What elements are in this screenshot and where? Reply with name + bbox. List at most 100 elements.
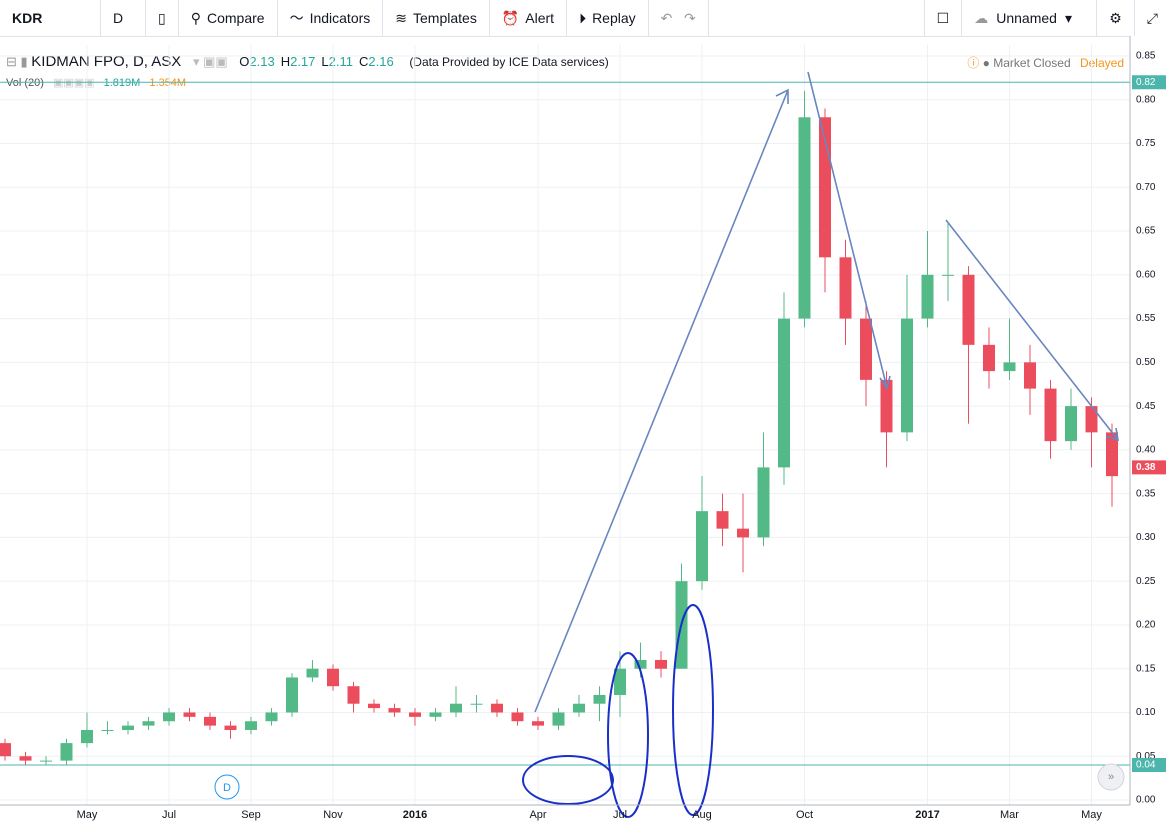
x-tick-label: Mar (1000, 809, 1019, 821)
candle-body (1044, 388, 1057, 442)
ohlc-key: O (239, 54, 250, 69)
ohlc-value: 2.16 (368, 54, 394, 69)
candle-body (19, 756, 32, 761)
y-tick-label: 0.25 (1136, 576, 1156, 587)
y-tick-label: 0.45 (1136, 401, 1156, 412)
candle-body (101, 729, 114, 731)
candle-body (983, 344, 995, 372)
ohlc-value: 2.13 (249, 54, 275, 69)
x-tick-label: May (1081, 809, 1102, 821)
x-tick-label: Jul (613, 809, 627, 821)
candle-body (60, 743, 73, 761)
dividend-marker[interactable] (214, 774, 240, 800)
y-tick-label: 0.60 (1136, 269, 1156, 280)
scroll-icon: » (1108, 771, 1114, 783)
undo-redo[interactable]: ↶ ↷ (649, 0, 709, 36)
y-tick-label: 0.70 (1136, 182, 1156, 193)
x-tick-label: 2017 (915, 809, 939, 821)
candle-body (0, 743, 11, 757)
annotations: » (214, 71, 1125, 818)
ohlc-value: 2.17 (290, 54, 316, 69)
settings[interactable]: ⚙ (1097, 0, 1135, 36)
price-tag-label: 0.82 (1136, 77, 1156, 88)
ohlc-key: C (358, 54, 369, 69)
candle-body (491, 703, 503, 713)
candle-body (634, 659, 647, 669)
candle-body (901, 318, 913, 433)
y-tick-label: 0.05 (1136, 751, 1156, 762)
legend: ⊟ ▮ KIDMAN FPO, D, ASX ▾ ▣▣ O2.13 H2.17 L2… (6, 53, 609, 70)
y-tick-label: 0.40 (1136, 445, 1156, 456)
x-tick-label: Sep (241, 809, 261, 821)
chart-style[interactable]: ▯ (146, 0, 179, 36)
candle-body (40, 760, 52, 762)
y-tick-label: 0.30 (1136, 532, 1156, 543)
y-tick-label: 0.50 (1136, 357, 1156, 368)
y-tick-label: 0.35 (1136, 488, 1156, 499)
candle-body (798, 117, 811, 319)
candle-body (347, 686, 360, 704)
layout[interactable]: ☁ Unnamed ▾ (962, 0, 1098, 36)
candle-body (942, 274, 954, 276)
symbol[interactable]: KDR (0, 0, 101, 36)
candle-body (573, 703, 585, 713)
hand-circle (672, 604, 714, 816)
y-tick-label: 0.15 (1136, 663, 1156, 674)
alert[interactable]: ⏰ Alert (490, 0, 568, 36)
y-tick-label: 0.00 (1136, 795, 1156, 806)
ohlc-key: H (280, 54, 291, 69)
candle-body (921, 274, 934, 319)
market-status: Market Closed (993, 56, 1071, 70)
y-tick-label: 0.10 (1136, 707, 1156, 718)
x-tick-label: 2016 (403, 809, 427, 821)
last-price-tag (1132, 460, 1166, 475)
candle-body (183, 712, 196, 717)
dividend-label: D (223, 782, 231, 794)
price-tag (1132, 75, 1166, 90)
replay-label: Replay (592, 10, 636, 26)
indicators[interactable]: 〜 Indicators (278, 0, 384, 36)
candle-body (716, 511, 729, 529)
candle-body (81, 729, 93, 744)
candle-body (470, 703, 483, 705)
vol-value: 1.819M (103, 77, 141, 89)
status: ⓘ ● Market Closed Delayed (967, 56, 1124, 70)
candle-body (224, 725, 237, 730)
y-tick-label: 0.80 (1136, 94, 1156, 105)
candle-body (839, 257, 852, 319)
symbol-title: KIDMAN FPO, D, ASX (31, 53, 182, 70)
compare[interactable]: ⚲ Compare (179, 0, 278, 36)
templates[interactable]: ≋ Templates (383, 0, 490, 36)
candle-body (1085, 406, 1098, 433)
toolbar: KDR D ▯ ⚲ Compare 〜 Indicators ≋ Templates … (0, 0, 1170, 37)
templates-label: Templates (413, 10, 477, 26)
delayed: Delayed (1079, 56, 1124, 70)
layout-label: Unnamed (996, 10, 1057, 26)
price-tag (1132, 757, 1166, 772)
interval[interactable]: D (101, 0, 146, 36)
candle-body (511, 712, 524, 722)
candle-body (552, 712, 565, 726)
replay[interactable]: ⏵ Replay (567, 0, 649, 36)
candle-body (1024, 362, 1036, 389)
candle-body (286, 677, 298, 713)
compare-label: Compare (206, 10, 265, 26)
scroll-button[interactable] (1097, 763, 1125, 791)
price-tag-label: 0.04 (1136, 760, 1156, 771)
volume-legend: Vol (20) ▣▣▣▣ 1.819M 1.354M (6, 77, 187, 89)
vol-label: Vol (20) (6, 77, 44, 89)
candle-body (614, 668, 626, 695)
y-tick-label: 0.55 (1136, 313, 1156, 324)
x-tick-label: Aug (692, 809, 712, 821)
candle-body (1003, 362, 1016, 372)
price-axis (1130, 36, 1170, 831)
expand[interactable]: ⤢ (1146, 9, 1158, 26)
x-tick-label: Nov (323, 809, 343, 821)
candle-body (388, 708, 401, 713)
candle-body (532, 721, 544, 726)
fullscreen-box[interactable]: ☐ (923, 0, 963, 36)
last-price-label: 0.38 (1136, 462, 1156, 473)
candle-body (163, 712, 175, 722)
x-tick-label: Apr (529, 809, 546, 821)
